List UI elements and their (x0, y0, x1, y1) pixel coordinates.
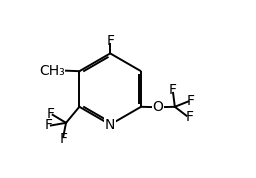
Text: F: F (169, 83, 177, 97)
Text: F: F (185, 110, 193, 124)
Text: O: O (153, 100, 163, 114)
Text: F: F (47, 107, 55, 121)
Text: N: N (105, 118, 115, 132)
Text: F: F (59, 132, 67, 146)
Text: CH₃: CH₃ (39, 64, 65, 78)
Text: F: F (45, 119, 53, 132)
Text: F: F (187, 95, 195, 108)
Text: F: F (106, 34, 114, 48)
